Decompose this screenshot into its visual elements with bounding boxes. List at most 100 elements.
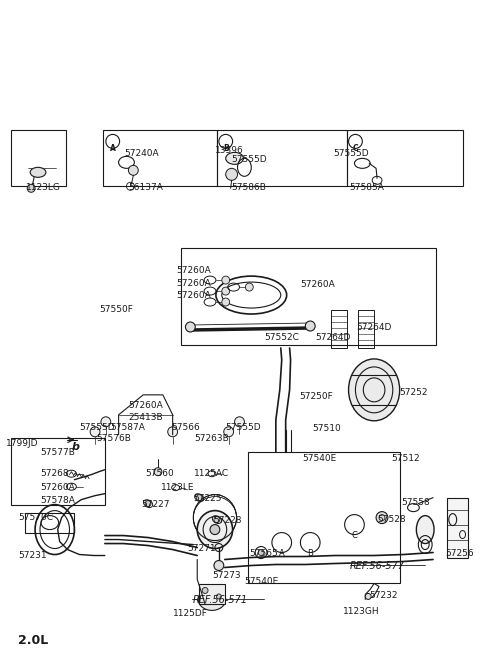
- Text: 57232: 57232: [369, 591, 398, 601]
- Circle shape: [101, 417, 111, 427]
- Text: REF.56-577: REF.56-577: [349, 561, 405, 571]
- Circle shape: [226, 168, 238, 180]
- Text: 57566: 57566: [172, 422, 201, 432]
- Text: 57231: 57231: [18, 550, 47, 559]
- Circle shape: [365, 593, 371, 599]
- Text: 57273: 57273: [212, 571, 240, 580]
- Circle shape: [224, 427, 234, 437]
- Text: 57225: 57225: [193, 494, 222, 502]
- Text: C: C: [353, 144, 358, 153]
- Circle shape: [145, 500, 151, 506]
- Text: REF.56-571: REF.56-571: [192, 595, 248, 605]
- Text: 57587A: 57587A: [111, 422, 145, 432]
- Text: 57260A: 57260A: [177, 266, 211, 275]
- Text: 57512: 57512: [391, 454, 420, 462]
- Text: 57555D: 57555D: [232, 155, 267, 164]
- Ellipse shape: [197, 511, 233, 548]
- Circle shape: [258, 550, 264, 555]
- Circle shape: [245, 283, 253, 291]
- Text: 57268: 57268: [40, 469, 69, 477]
- Circle shape: [216, 594, 221, 599]
- Circle shape: [235, 417, 244, 427]
- Text: 57552C: 57552C: [264, 333, 299, 342]
- Text: 1125DF: 1125DF: [173, 609, 207, 618]
- Bar: [359, 310, 374, 348]
- Circle shape: [27, 184, 35, 193]
- Text: 57263B: 57263B: [194, 434, 229, 443]
- Bar: [331, 310, 347, 348]
- Circle shape: [196, 495, 202, 500]
- Text: 57260A: 57260A: [40, 483, 75, 492]
- Text: 57240A: 57240A: [124, 149, 159, 159]
- Text: 57565: 57565: [249, 548, 278, 557]
- Circle shape: [214, 517, 220, 523]
- Circle shape: [305, 321, 315, 331]
- Text: 57228: 57228: [213, 515, 241, 525]
- Circle shape: [129, 165, 138, 176]
- Bar: [248, 452, 400, 584]
- Text: 57558: 57558: [402, 498, 431, 506]
- Text: 57577B: 57577B: [40, 448, 75, 457]
- Bar: [217, 130, 347, 186]
- Text: C: C: [351, 531, 358, 540]
- Bar: [199, 584, 225, 605]
- Text: 1123LG: 1123LG: [26, 183, 61, 193]
- Text: B: B: [223, 144, 228, 153]
- Circle shape: [154, 468, 162, 476]
- Circle shape: [168, 427, 178, 437]
- Text: 57264D: 57264D: [357, 323, 392, 332]
- Text: 1799JD: 1799JD: [6, 439, 38, 448]
- Text: 57528: 57528: [377, 515, 406, 523]
- Circle shape: [210, 525, 220, 534]
- Ellipse shape: [416, 515, 434, 544]
- Text: b: b: [72, 441, 80, 452]
- Ellipse shape: [348, 359, 400, 421]
- Circle shape: [222, 287, 229, 295]
- Text: 57250F: 57250F: [300, 392, 333, 401]
- Circle shape: [222, 276, 229, 284]
- Text: 1125AC: 1125AC: [194, 469, 229, 477]
- Text: 57578A: 57578A: [40, 496, 75, 504]
- Ellipse shape: [226, 153, 243, 164]
- Text: 57271: 57271: [187, 544, 216, 553]
- Text: 57570C: 57570C: [18, 513, 53, 521]
- Circle shape: [185, 322, 195, 332]
- Text: 57260A: 57260A: [177, 291, 211, 300]
- Circle shape: [222, 298, 229, 306]
- Bar: [447, 498, 468, 557]
- Text: 57252: 57252: [400, 388, 428, 397]
- Text: 57555D: 57555D: [333, 149, 369, 159]
- Text: 57260A: 57260A: [300, 280, 335, 289]
- Text: 57264D: 57264D: [315, 333, 350, 342]
- Text: 57550F: 57550F: [99, 305, 133, 314]
- Text: 57227: 57227: [141, 500, 170, 509]
- Text: 56137A: 56137A: [129, 183, 163, 193]
- Ellipse shape: [198, 588, 226, 610]
- Bar: [180, 248, 436, 345]
- Text: 1123LE: 1123LE: [161, 483, 194, 492]
- Bar: [11, 130, 66, 186]
- Bar: [347, 130, 463, 186]
- Text: A: A: [279, 548, 285, 557]
- Text: 57540E: 57540E: [244, 578, 279, 586]
- Bar: [103, 130, 217, 186]
- Text: 57576B: 57576B: [96, 434, 131, 443]
- Circle shape: [376, 512, 388, 523]
- Circle shape: [202, 588, 208, 593]
- Text: 25413B: 25413B: [129, 413, 163, 422]
- Text: 57555D: 57555D: [79, 422, 115, 432]
- Ellipse shape: [30, 167, 46, 178]
- Circle shape: [214, 561, 224, 571]
- Text: 57260A: 57260A: [129, 401, 163, 410]
- Text: 13396: 13396: [215, 146, 244, 155]
- Text: 57260A: 57260A: [177, 279, 211, 288]
- Text: 57540E: 57540E: [302, 454, 336, 462]
- Text: A: A: [110, 144, 116, 153]
- Text: 57555D: 57555D: [226, 422, 261, 432]
- Text: 57586B: 57586B: [232, 183, 266, 193]
- Bar: [25, 513, 74, 533]
- Text: 57585A: 57585A: [349, 183, 384, 193]
- Text: 1123GH: 1123GH: [343, 607, 379, 616]
- Text: 57510: 57510: [312, 424, 341, 433]
- Text: 2.0L: 2.0L: [18, 634, 48, 647]
